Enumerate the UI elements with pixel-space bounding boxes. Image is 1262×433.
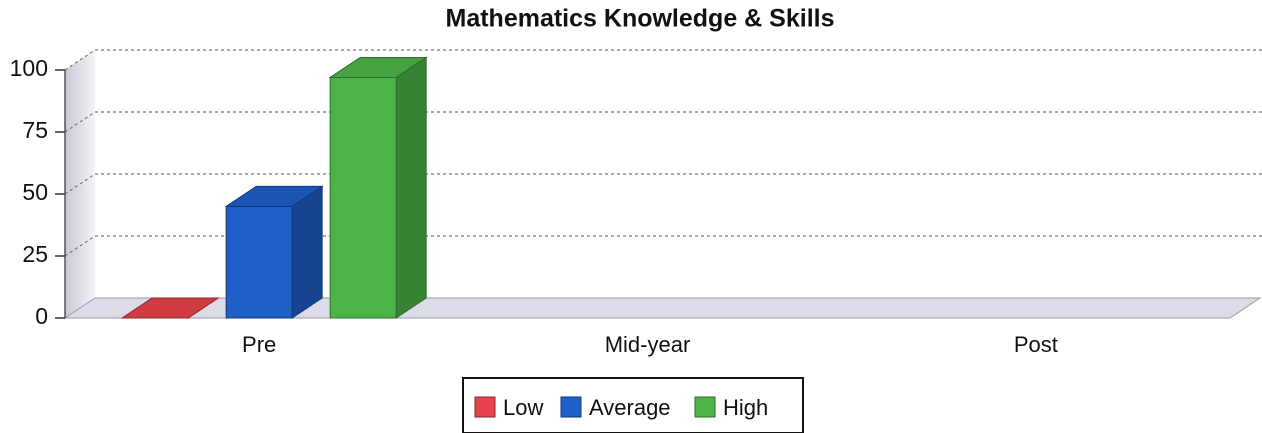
bar-top <box>224 185 324 207</box>
bar <box>328 56 428 319</box>
bar-top <box>120 297 220 319</box>
bar-front <box>329 76 397 319</box>
bar <box>120 297 220 319</box>
grid-line <box>64 49 96 71</box>
chart-title: Mathematics Knowledge & Skills <box>446 5 835 33</box>
y-tick-label: 0 <box>35 303 48 329</box>
bar-front <box>225 205 293 319</box>
bar-side <box>291 185 323 319</box>
x-tick-label: Pre <box>242 332 276 357</box>
legend-swatch <box>560 396 582 418</box>
y-tick-label: 50 <box>22 179 48 205</box>
legend-label: Low <box>503 395 543 420</box>
bar-side <box>395 56 427 319</box>
legend-swatch <box>474 396 496 418</box>
legend-label: Average <box>589 395 671 420</box>
legend <box>462 377 804 433</box>
bar-top <box>328 56 428 78</box>
grid-line <box>64 111 96 133</box>
y-tick-label: 25 <box>22 241 48 267</box>
y-tick-label: 100 <box>10 55 48 81</box>
y-tick-label: 75 <box>22 117 48 143</box>
bar <box>224 185 324 319</box>
grid-line <box>64 173 96 195</box>
x-tick-label: Post <box>1014 332 1058 357</box>
legend-label: High <box>723 395 768 420</box>
legend-swatch <box>694 396 716 418</box>
x-tick-label: Mid-year <box>605 332 691 357</box>
grid-line <box>64 235 96 257</box>
